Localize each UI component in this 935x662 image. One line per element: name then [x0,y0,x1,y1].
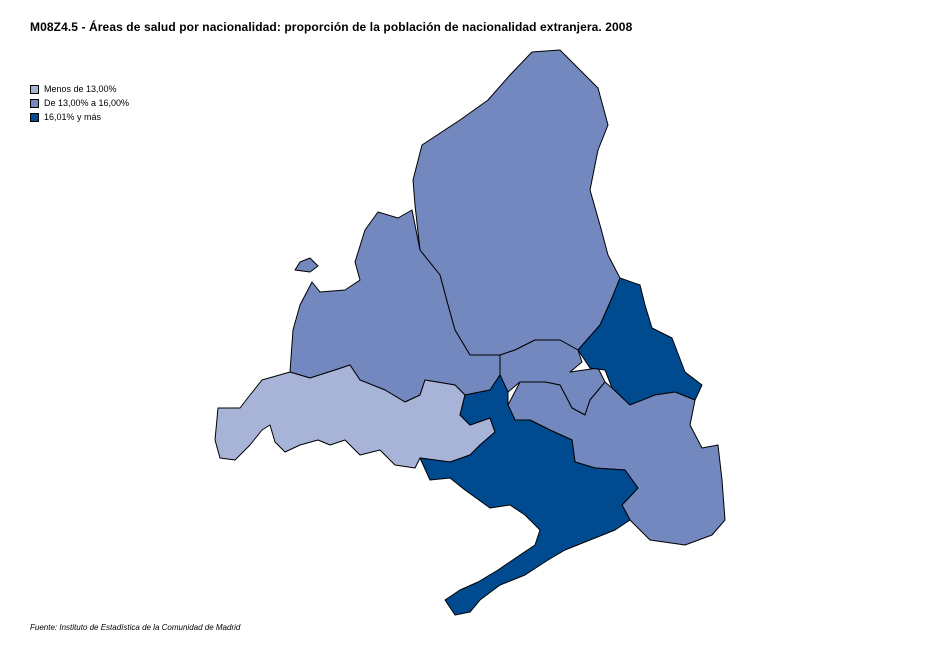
map-legend: Menos de 13,00% De 13,00% a 16,00% 16,01… [30,82,129,124]
legend-item: 16,01% y más [30,110,129,124]
legend-label: De 13,00% a 16,00% [44,98,130,108]
legend-label: 16,01% y más [44,112,102,122]
region-suroeste [214,364,496,469]
source-note: Fuente: Instituto de Estadística de la C… [30,623,241,632]
region-enclave [294,257,319,273]
region-sur [419,374,639,616]
legend-swatch-mid [30,98,39,108]
map-title: M08Z4.5 - Áreas de salud por nacionalida… [30,20,633,34]
legend-swatch-low [30,84,39,94]
legend-item: De 13,00% a 16,00% [30,96,129,110]
legend-item: Menos de 13,00% [30,82,129,96]
legend-swatch-high [30,112,39,122]
legend-label: Menos de 13,00% [44,84,117,94]
